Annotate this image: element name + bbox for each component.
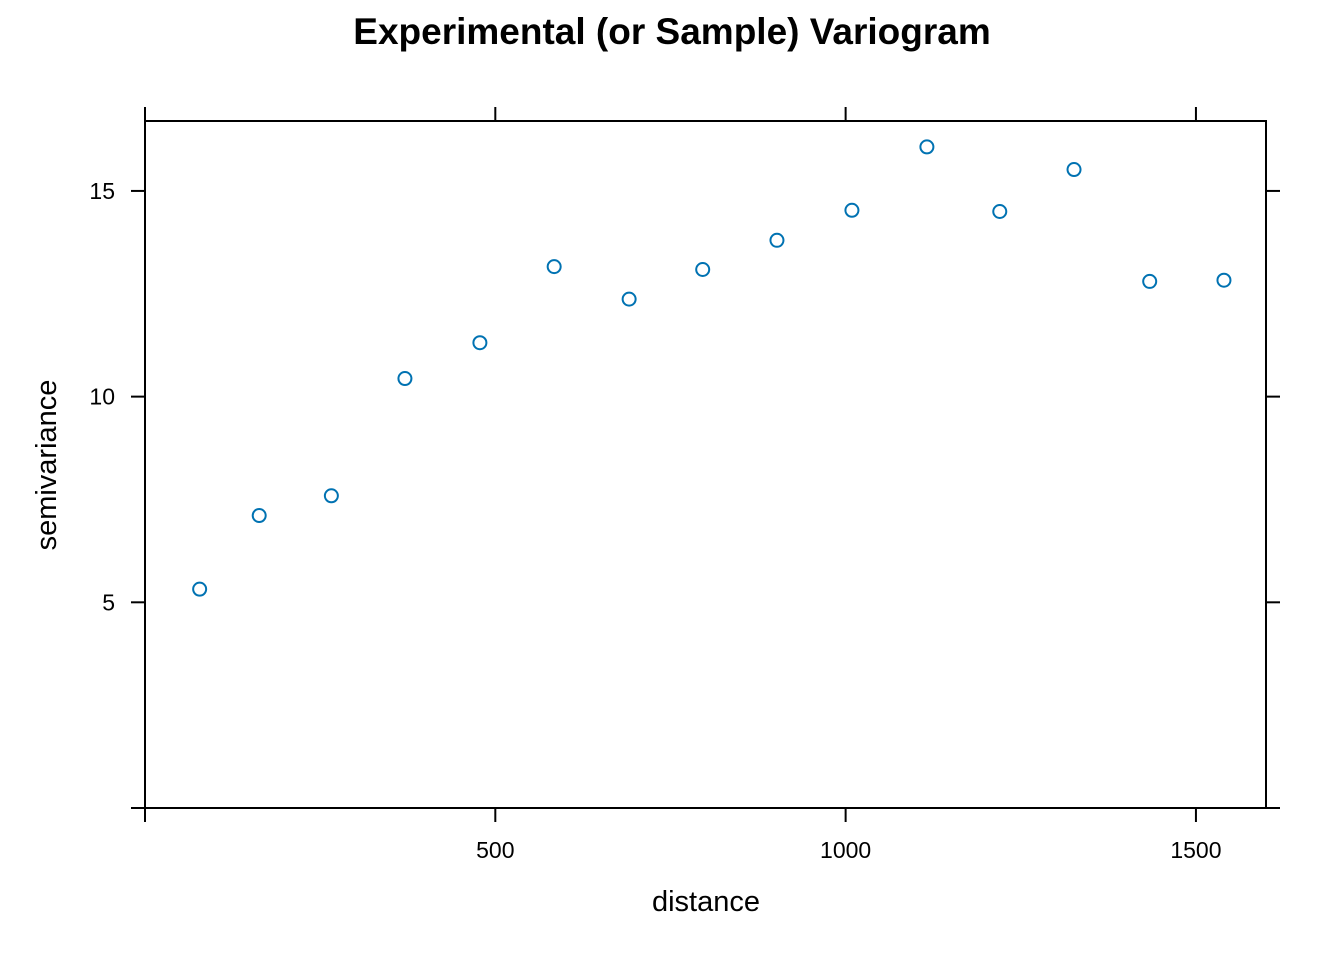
data-point-0: [192, 581, 208, 597]
axis-ticks: [131, 107, 1280, 822]
axis-tick-labels: 500 1000 1500 5 10 15: [89, 178, 1221, 863]
data-point-2: [323, 488, 339, 504]
data-point-1: [251, 508, 267, 524]
x-tick-label-1: 500: [476, 837, 514, 863]
data-point-13: [1142, 273, 1158, 289]
data-point-12: [1066, 162, 1082, 178]
data-point-7: [695, 262, 711, 278]
data-point-5: [546, 259, 562, 275]
chart-title: Experimental (or Sample) Variogram: [353, 11, 990, 52]
data-point-6: [621, 291, 637, 307]
data-point-11: [992, 204, 1008, 220]
plot-frame: [144, 120, 1267, 809]
y-tick-label-2: 10: [89, 384, 115, 410]
x-axis-label: distance: [652, 886, 760, 918]
data-point-10: [919, 139, 935, 155]
data-points: [192, 139, 1232, 597]
data-point-4: [472, 335, 488, 351]
x-tick-label-2: 1000: [820, 837, 871, 863]
data-point-14: [1216, 272, 1232, 288]
y-tick-label-3: 15: [89, 178, 115, 204]
data-point-8: [769, 232, 785, 248]
y-tick-label-1: 5: [102, 589, 115, 615]
x-tick-label-3: 1500: [1170, 837, 1221, 863]
y-axis-label: semivariance: [31, 380, 63, 551]
data-point-9: [844, 202, 860, 218]
data-point-3: [397, 371, 413, 387]
